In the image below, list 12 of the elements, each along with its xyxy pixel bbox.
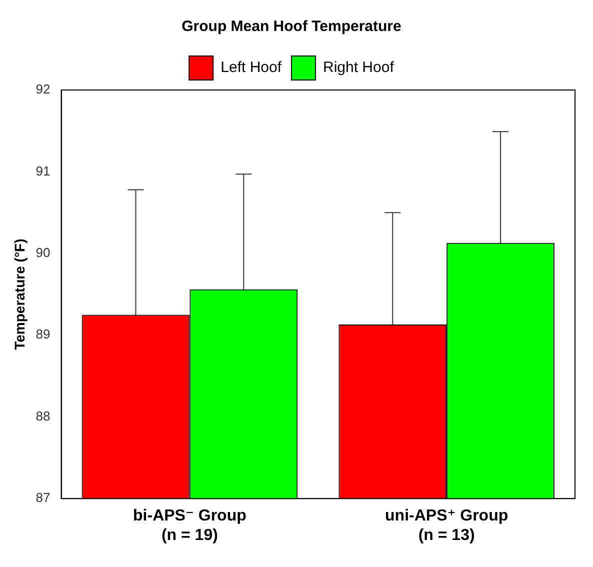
y-axis-title: Temperature (°F) bbox=[11, 238, 28, 350]
y-tick-label: 92 bbox=[36, 82, 50, 97]
y-tick-label: 91 bbox=[36, 163, 50, 178]
y-tick-label: 90 bbox=[36, 245, 50, 260]
chart-title: Group Mean Hoof Temperature bbox=[182, 18, 402, 36]
legend-label: Left Hoof bbox=[220, 59, 282, 76]
y-tick-label: 87 bbox=[36, 490, 50, 506]
y-tick-label: 88 bbox=[36, 408, 50, 424]
y-tick-label: 89 bbox=[36, 326, 50, 342]
legend-label: Right Hoof bbox=[323, 59, 395, 76]
x-tick-label: uni-APS⁺ Group (n = 13) bbox=[385, 508, 508, 544]
x-tick-label: bi-APS⁻ Group (n = 19) bbox=[133, 508, 247, 544]
